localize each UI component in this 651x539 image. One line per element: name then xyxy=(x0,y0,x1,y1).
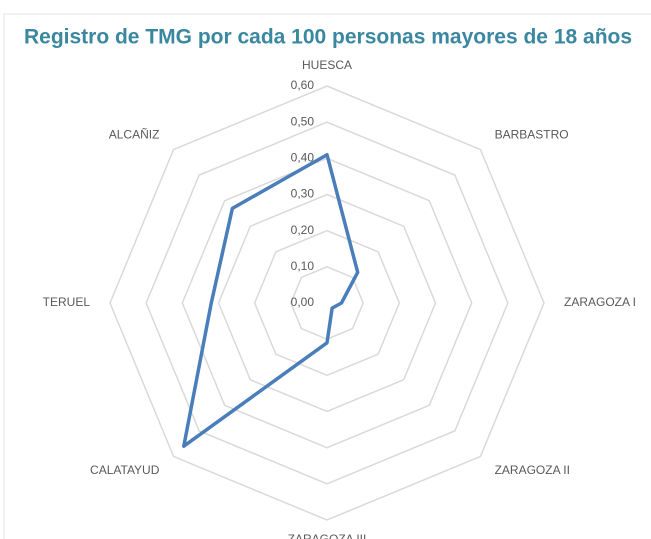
y-tick-label: 0,40 xyxy=(291,151,315,165)
series-line xyxy=(182,152,360,448)
category-label: TERUEL xyxy=(43,295,91,309)
category-label: ALCAÑIZ xyxy=(109,128,160,142)
grid-line xyxy=(145,121,509,485)
category-label: CALATAYUD xyxy=(90,463,160,477)
y-tick-label: 0,50 xyxy=(291,114,315,128)
category-label: ZARAGOZA II xyxy=(495,463,570,477)
grid-line xyxy=(217,193,437,413)
category-label: BARBASTRO xyxy=(495,128,569,142)
grid-line xyxy=(181,157,473,449)
chart-title: Registro de TMG por cada 100 personas ma… xyxy=(24,26,632,49)
chart-frame xyxy=(3,13,651,539)
y-tick-label: 0,30 xyxy=(291,187,315,201)
grid-line xyxy=(109,85,545,521)
category-label: HUESCA xyxy=(302,58,352,72)
category-label: ZARAGOZA III xyxy=(288,532,367,539)
y-tick-label: 0,00 xyxy=(291,295,315,309)
y-tick-label: 0,10 xyxy=(291,259,315,273)
grid-line xyxy=(253,229,401,377)
y-tick-label: 0,20 xyxy=(291,223,315,237)
y-tick-label: 0,60 xyxy=(291,78,315,92)
category-label: ZARAGOZA I xyxy=(564,295,636,309)
